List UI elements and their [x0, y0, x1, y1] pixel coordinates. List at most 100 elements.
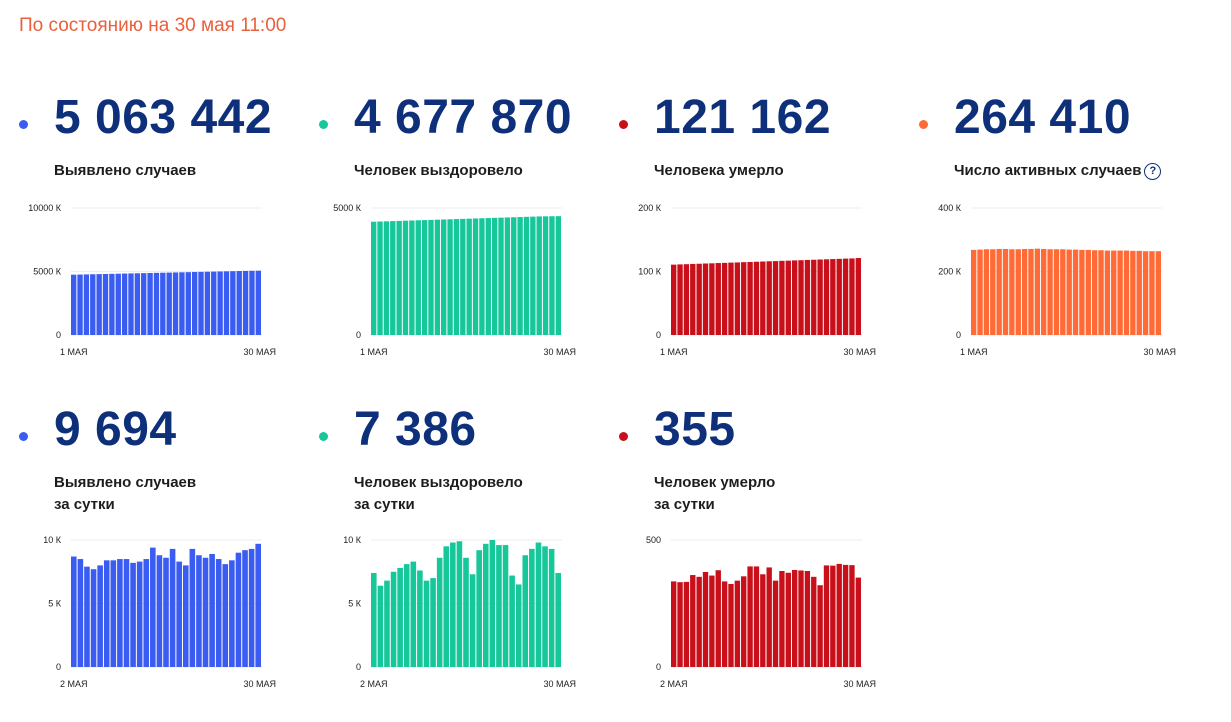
bar: [242, 270, 249, 335]
bar: [772, 261, 779, 335]
stat-label-line: за сутки: [654, 496, 715, 513]
bar: [371, 573, 377, 667]
bar: [677, 264, 683, 335]
y-tick-label: 0: [56, 330, 61, 340]
bar: [217, 271, 223, 335]
bar: [1034, 248, 1041, 335]
bar: [690, 263, 696, 335]
bar: [555, 573, 561, 667]
bar: [482, 543, 489, 667]
bar: [153, 272, 160, 335]
stat-label: Выявлено случаев за сутки: [54, 472, 196, 516]
stat-value: 4 677 870: [354, 91, 573, 144]
stat-label-line: за сутки: [54, 496, 115, 513]
bar: [741, 576, 747, 667]
bar: [747, 261, 753, 335]
bar: [715, 263, 721, 335]
x-tick-label-last: 30 МАЯ: [243, 679, 276, 687]
bar-chart: 0 500 2 МАЯ 30 МАЯ: [646, 535, 876, 687]
bar: [90, 569, 97, 667]
stat-card: 5 063 442 Выявлено случаев 0 5000 К 10000 К 1…: [19, 90, 309, 410]
bar: [785, 260, 791, 335]
bar: [530, 216, 536, 335]
bar: [236, 271, 242, 335]
bar: [390, 571, 397, 667]
bar: [753, 566, 760, 667]
stat-label: Человек выздоровело: [354, 160, 523, 182]
bar: [836, 563, 842, 667]
bar: [182, 565, 189, 667]
bar: [849, 565, 855, 667]
bar: [683, 264, 690, 335]
bar: [555, 216, 561, 335]
bar: [163, 557, 169, 667]
y-tick-label: 0: [656, 330, 661, 340]
y-tick-label: 5000 К: [333, 203, 362, 213]
stat-card: 121 162 Человека умерло 0 100 К 200 К 1 МАЯ 30…: [619, 90, 909, 410]
bar: [136, 561, 143, 667]
bar: [77, 274, 83, 335]
y-tick-label: 5000 К: [33, 267, 62, 277]
y-tick-label: 100 К: [638, 267, 662, 277]
help-icon[interactable]: ?: [1144, 163, 1162, 180]
bar: [811, 259, 817, 335]
bar: [77, 559, 84, 667]
stat-card: 264 410 Число активных случаев? 0 200 К 400 …: [919, 90, 1209, 410]
y-tick-label: 0: [56, 662, 61, 672]
legend-dot: [19, 432, 28, 441]
bar: [176, 561, 182, 667]
bar: [836, 258, 842, 335]
bar: [423, 580, 430, 667]
bar: [1130, 250, 1136, 335]
bar: [103, 560, 110, 667]
bar: [702, 263, 709, 335]
bar: [491, 217, 498, 335]
bar: [409, 220, 415, 335]
bar: [249, 270, 255, 335]
y-tick-label: 200 К: [938, 267, 962, 277]
bar: [443, 546, 450, 667]
bar: [377, 585, 384, 667]
bar: [255, 270, 261, 335]
x-tick-label-first: 1 МАЯ: [960, 347, 988, 355]
y-tick-label: 0: [356, 662, 361, 672]
bar: [453, 219, 460, 335]
bar: [804, 570, 811, 667]
x-tick-label-last: 30 МАЯ: [843, 679, 876, 687]
bar: [1091, 250, 1098, 335]
legend-dot: [319, 432, 328, 441]
bar: [1104, 250, 1111, 335]
bar: [753, 261, 760, 335]
bar: [415, 220, 421, 335]
bar: [529, 548, 535, 667]
bar: [130, 562, 136, 667]
bar: [198, 271, 204, 335]
bar: [476, 550, 482, 667]
x-tick-label-first: 2 МАЯ: [660, 679, 688, 687]
bar: [447, 219, 453, 335]
bar: [1002, 248, 1009, 335]
bar: [485, 218, 491, 335]
bar: [1015, 249, 1021, 335]
bar: [434, 219, 441, 335]
bar: [191, 272, 198, 335]
bar: [185, 272, 191, 335]
bar: [71, 556, 77, 667]
y-tick-label: 10 К: [43, 535, 62, 545]
y-tick-label: 10 К: [343, 535, 362, 545]
stat-label-line: Выявлено случаев: [54, 474, 197, 491]
bar: [728, 583, 734, 667]
bar: [696, 576, 702, 667]
bar: [169, 548, 176, 667]
bar-chart: 0 200 К 400 К 1 МАЯ 30 МАЯ: [938, 203, 1176, 355]
legend-dot: [319, 120, 328, 129]
bar: [1066, 249, 1072, 335]
stat-value: 355: [654, 403, 736, 456]
bar: [741, 262, 747, 335]
bar: [410, 561, 417, 667]
bar: [204, 271, 211, 335]
bar: [734, 262, 741, 335]
bar: [450, 542, 456, 667]
bar: [71, 274, 77, 335]
stat-label-line: Человека умерло: [654, 162, 784, 179]
